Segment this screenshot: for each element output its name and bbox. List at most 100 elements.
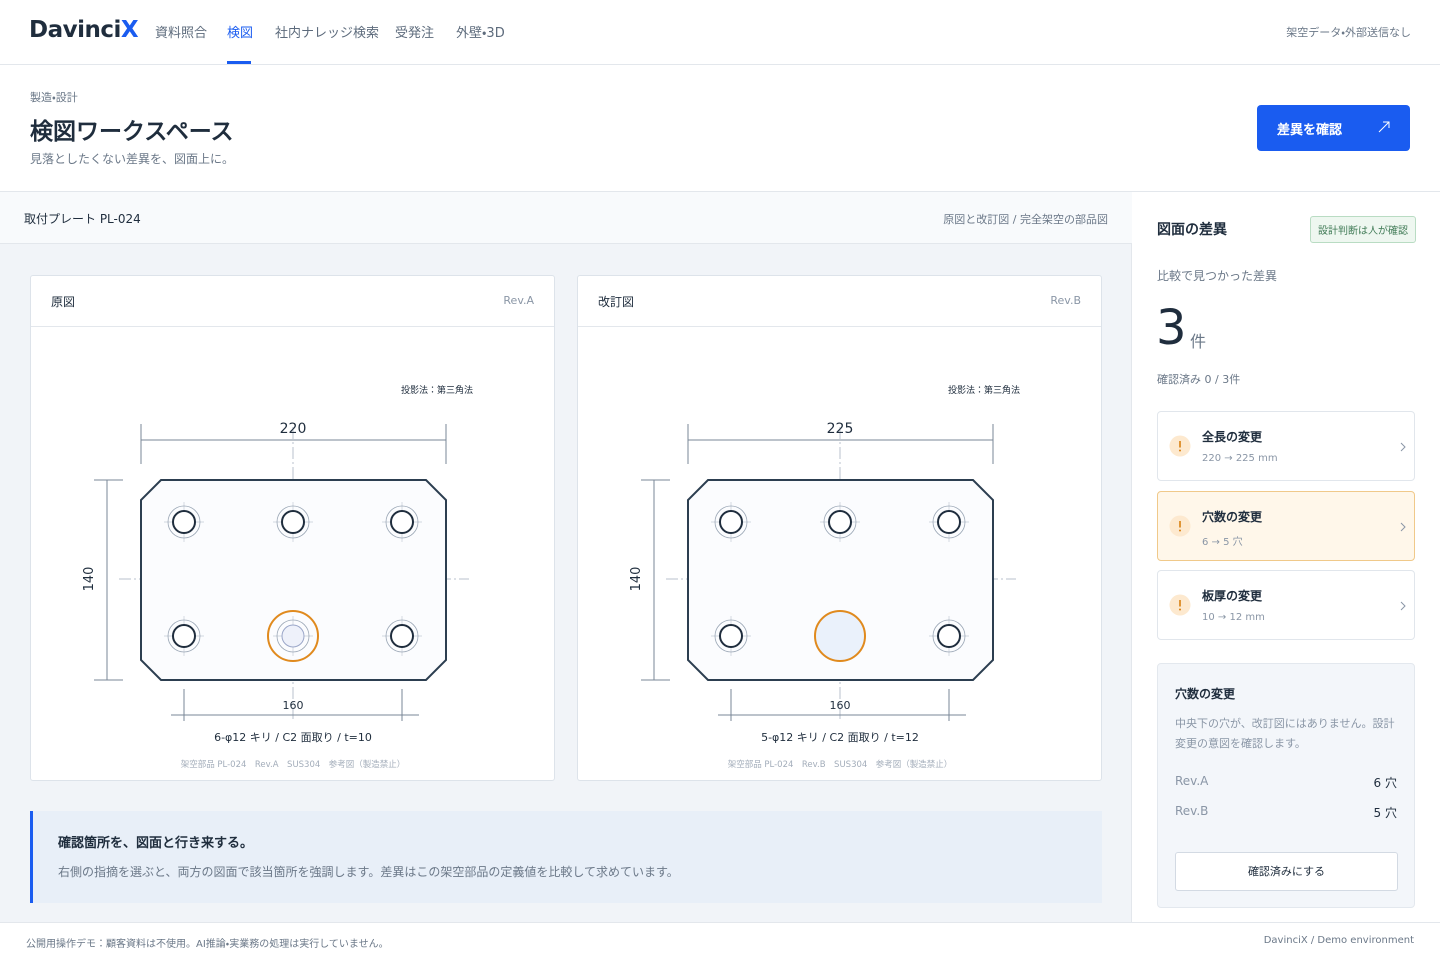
hole <box>719 624 743 648</box>
diff-title: 板厚の変更 <box>1202 589 1263 603</box>
icon-dot <box>1179 449 1181 452</box>
page-title: 検図ワークスペース <box>30 119 234 145</box>
part-name: 取付プレート PL-024 <box>24 212 141 226</box>
diff-detail: 6 → 5 穴 <box>1202 536 1243 548</box>
card-label: 原図 <box>51 295 76 309</box>
card-label: 改訂図 <box>598 295 635 309</box>
hint-text: 右側の指摘を選ぶと、両方の図面で該当箇所を強調します。差異はこの架空部品の定義値… <box>58 865 679 879</box>
nav-item[interactable]: 検図 <box>227 26 254 41</box>
card-divider <box>31 326 554 327</box>
progress: 確認済み 0 / 3件 <box>1157 373 1241 386</box>
hole <box>937 624 961 648</box>
breadcrumb: 製造・設計 <box>30 91 78 104</box>
confirm-button[interactable]: 差異を確認 <box>1257 105 1410 151</box>
row-label: Rev.B <box>1175 804 1209 818</box>
hole-outer <box>932 505 966 539</box>
nav-item[interactable]: 社内ナレッジ検索 <box>275 26 380 41</box>
chevron <box>1400 442 1406 452</box>
plate-outline <box>140 479 447 681</box>
panel-title: 図面の差異 <box>1157 222 1227 238</box>
hint-box: 確認箇所を、図面と行き来する。 右側の指摘を選ぶと、両方の図面で該当箇所を強調し… <box>30 811 1102 903</box>
arrow-icon <box>1378 121 1390 133</box>
diff-item[interactable]: 板厚の変更 10 → 12 mm <box>1157 570 1415 640</box>
count: 3 <box>1156 300 1187 356</box>
nav-item[interactable]: 外壁・3D <box>456 26 505 41</box>
button-label: 差異を確認 <box>1277 123 1343 138</box>
warning-icon <box>1169 594 1191 616</box>
found-label: 比較で見つかった差異 <box>1157 269 1278 283</box>
hole <box>281 510 305 534</box>
page-header: 製造・設計 検図ワークスペース 見落としたくない差異を、図面上に。 差異を確認 <box>0 65 1440 192</box>
footer-env: DavinciX / Demo environment <box>1263 935 1414 946</box>
hole-outer <box>385 619 419 653</box>
detail-box: 穴数の変更 中央下の穴が、改訂図にはありません。設計変更の意図を確認します。 R… <box>1157 663 1415 908</box>
chevron-path <box>1400 442 1406 452</box>
nav-item[interactable]: 資料照合 <box>155 26 208 41</box>
top-bar: DavinciX 資料照合 検図 社内ナレッジ検索 受発注 外壁・3D 架空デー… <box>0 0 1440 65</box>
detail-title: 穴数の変更 <box>1175 687 1236 701</box>
title-block: 架空部品 PL-024 Rev.B SUS304 参考図（製造禁止） <box>728 759 953 770</box>
highlight-ring <box>814 610 866 662</box>
chevron-path <box>1400 522 1406 531</box>
hole-outer <box>932 619 966 653</box>
drawing-card: 改訂図 Rev.B 投影法：第三角法 225 140 160 5-φ12 キリ / C2 面… <box>577 275 1102 781</box>
dim-pitch: 160 <box>830 699 851 712</box>
chevron-path <box>1400 601 1406 611</box>
hole-outer <box>714 619 748 653</box>
diff-title: 穴数の変更 <box>1202 509 1263 524</box>
workspace-bar: 取付プレート PL-024 原図と改訂図 / 完全架空の部品図 <box>0 192 1132 244</box>
diff-item[interactable]: 全長の変更 220 → 225 mm <box>1157 411 1415 481</box>
icon-dot <box>1179 529 1181 531</box>
warning-icon <box>1169 515 1191 536</box>
drawing: 投影法：第三角法 220 140 160 6-φ12 キリ / C2 面取り / t=1… <box>82 384 473 770</box>
row-value: 5 穴 <box>1373 806 1397 820</box>
highlight-ring <box>267 610 319 662</box>
row-label: Rev.A <box>1175 774 1209 788</box>
projection-note: 投影法：第三角法 <box>948 384 1020 396</box>
chevron <box>1400 522 1406 531</box>
hole <box>172 624 196 648</box>
diff-item[interactable]: 穴数の変更 6 → 5 穴 <box>1157 490 1415 561</box>
dim-width: 220 <box>280 421 307 437</box>
projection-note: 投影法：第三角法 <box>401 384 473 396</box>
hole <box>390 510 414 534</box>
hole <box>281 624 305 648</box>
logo-text: Davinci <box>29 17 121 43</box>
page-subtitle: 見落としたくない差異を、図面上に。 <box>30 152 235 166</box>
hole-outer <box>276 619 310 653</box>
hole-outer <box>167 619 201 653</box>
hole <box>937 510 961 534</box>
spec: 6-φ12 キリ / C2 面取り / t=10 <box>214 731 372 744</box>
hole <box>828 510 852 534</box>
nav-item[interactable]: 受発注 <box>395 26 435 41</box>
diff-panel: 図面の差異 設計判断は人が確認 比較で見つかった差異 3 件 確認済み 0 / … <box>1133 192 1440 922</box>
chevron <box>1400 601 1406 611</box>
nav-indicator <box>227 61 251 64</box>
mark-checked-button[interactable]: 確認済みにする <box>1175 852 1398 891</box>
dim-height: 140 <box>629 567 644 592</box>
hole-outer <box>385 505 419 539</box>
icon-dot <box>1179 608 1181 611</box>
spec: 5-φ12 キリ / C2 面取り / t=12 <box>761 731 919 744</box>
logo[interactable]: DavinciX <box>29 17 139 43</box>
count-unit: 件 <box>1190 332 1207 351</box>
footer-note: 公開用操作デモ：顧客資料は不使用。AI推論・実業務の処理は実行していません。 <box>26 939 389 950</box>
card-rev: Rev.A <box>503 294 534 307</box>
hole <box>390 624 414 648</box>
dim-height: 140 <box>82 567 97 592</box>
footer: 公開用操作デモ：顧客資料は不使用。AI推論・実業務の処理は実行していません。 D… <box>0 922 1440 960</box>
diff-title: 全長の変更 <box>1202 430 1263 444</box>
drawing-card: 原図 Rev.A 投影法：第三角法 220 140 160 6-φ12 キリ / C2 面取… <box>30 275 555 781</box>
dim-width: 225 <box>827 421 854 437</box>
badge: 設計判断は人が確認 <box>1310 216 1416 243</box>
workspace-note: 原図と改訂図 / 完全架空の部品図 <box>943 213 1108 226</box>
title-block: 架空部品 PL-024 Rev.A SUS304 参考図（製造禁止） <box>181 759 406 770</box>
warning-icon <box>1169 435 1191 457</box>
hole <box>172 510 196 534</box>
logo-accent: X <box>120 17 139 43</box>
hint-title: 確認箇所を、図面と行き来する。 <box>58 836 254 851</box>
detail-text: 中央下の穴が、改訂図にはありません。設計変更の意図を確認します。 <box>1175 717 1395 750</box>
card-rev: Rev.B <box>1050 294 1081 307</box>
hole-outer <box>167 505 201 539</box>
